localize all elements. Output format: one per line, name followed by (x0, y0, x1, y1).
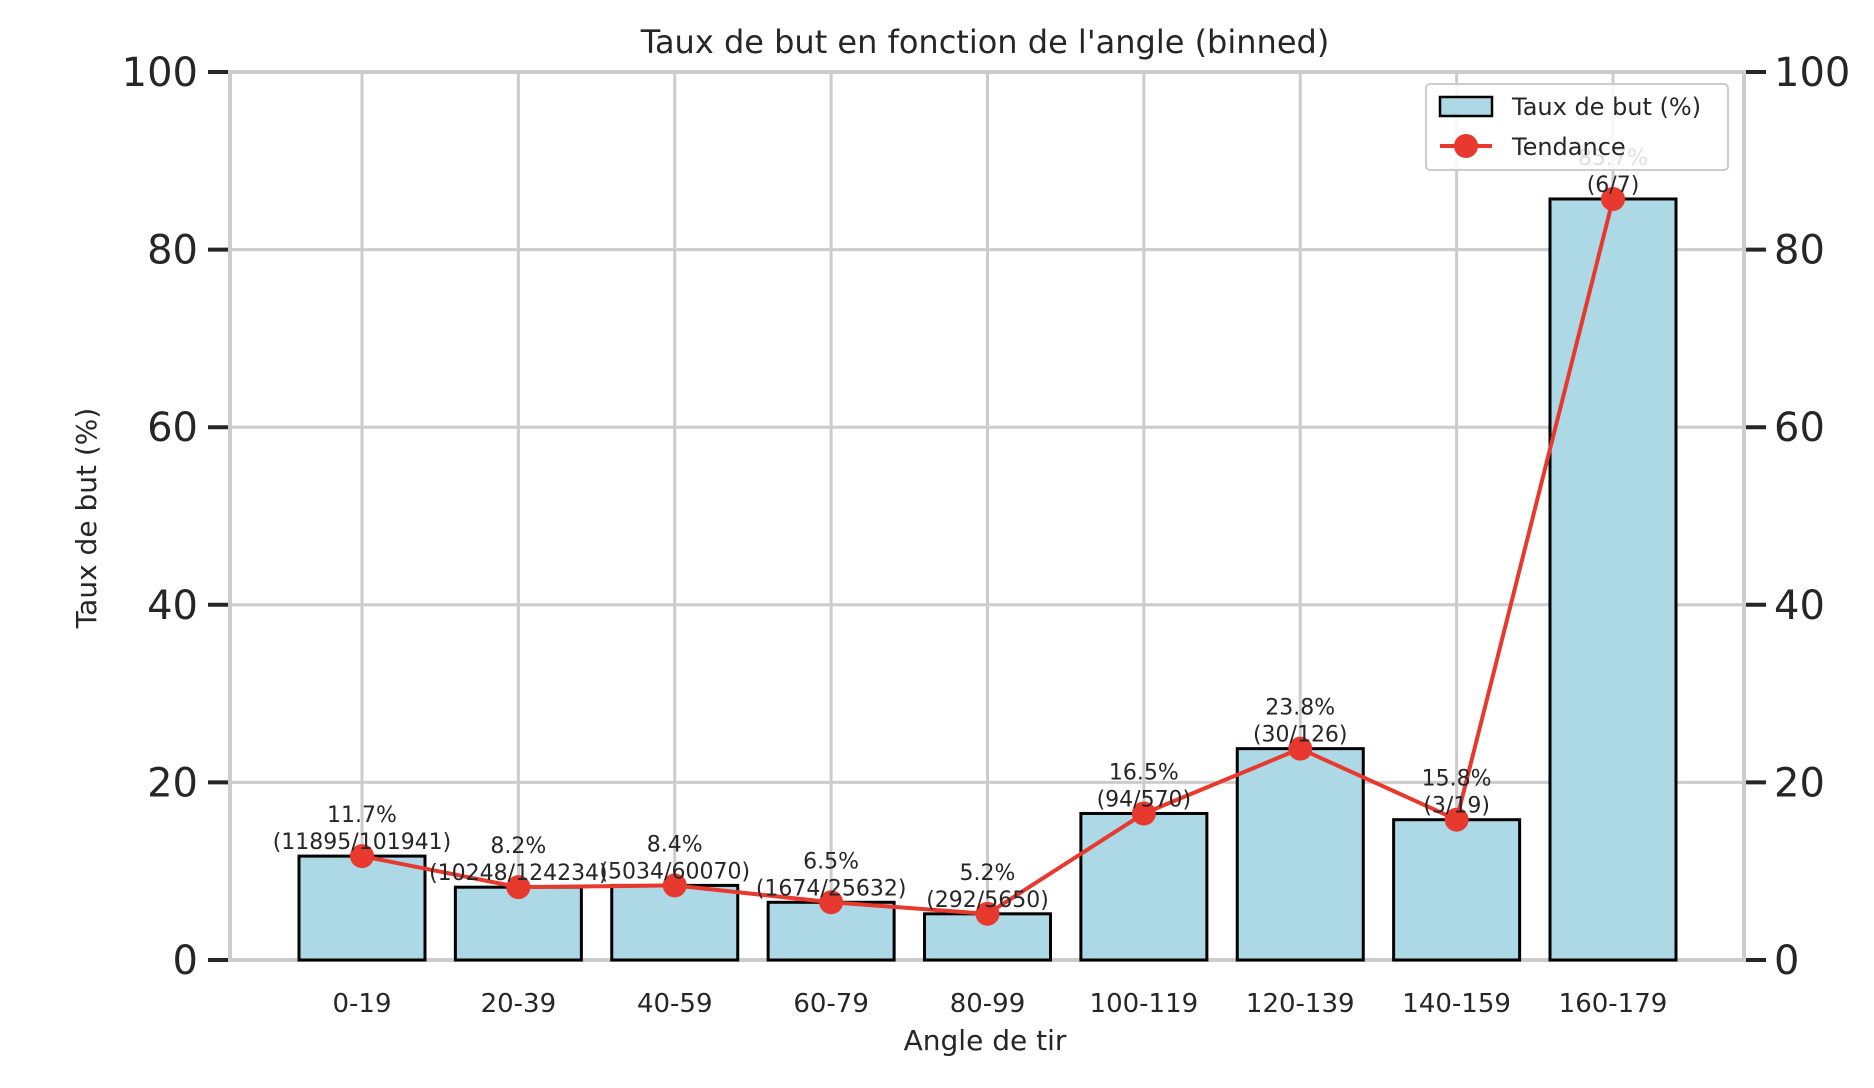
data-label-percent: 15.8% (1422, 767, 1492, 792)
data-label-percent: 5.2% (960, 861, 1016, 886)
legend-line-marker (1454, 134, 1478, 158)
bar (1392, 818, 1522, 962)
data-label-percent: 6.5% (803, 849, 859, 874)
bar (1548, 197, 1678, 962)
y-tick-label-right: 20 (1774, 760, 1825, 806)
data-label-percent: 16.5% (1109, 760, 1179, 785)
data-label-count: (94/570) (1097, 787, 1192, 812)
trend-point (1444, 807, 1469, 832)
bar (1079, 811, 1209, 962)
trend-point (1288, 736, 1313, 761)
bar (297, 854, 427, 962)
bar (453, 885, 583, 962)
y-tick-label-left: 0 (173, 938, 198, 984)
trend-point (1601, 186, 1625, 211)
x-tick-label: 0-19 (332, 989, 391, 1019)
data-label-percent: 23.8% (1265, 696, 1335, 721)
x-tick-label: 80-99 (950, 989, 1026, 1019)
data-label-count: (11895/101941) (273, 830, 452, 855)
y-tick-label-right: 40 (1774, 583, 1825, 629)
data-label-percent: 11.7% (327, 803, 397, 828)
x-tick-label: 100-119 (1090, 989, 1199, 1019)
legend-frame (1425, 83, 1729, 171)
legend-bar-label: Taux de but (%) (1511, 93, 1701, 121)
trend-line-layer (350, 186, 1625, 926)
x-tick-label: 60-79 (793, 989, 869, 1019)
trend-point (975, 901, 1000, 926)
trend-point (819, 890, 844, 915)
x-tick-label: 20-39 (481, 989, 557, 1019)
bar (610, 883, 740, 962)
x-tick-label: 160-179 (1559, 989, 1668, 1019)
y-axis-label: Taux de but (%) (70, 408, 103, 630)
y-tick-label-right: 100 (1774, 50, 1850, 96)
bar (1235, 747, 1365, 962)
data-label-count: (5034/60070) (599, 859, 750, 884)
y-tick-label-right: 0 (1774, 938, 1799, 984)
y-tick-label-left: 60 (147, 405, 198, 451)
data-label-percent: 8.2% (490, 834, 546, 859)
y-tick-label-left: 20 (147, 760, 198, 806)
x-tick-label: 120-139 (1246, 989, 1355, 1019)
data-label-count: (30/126) (1253, 723, 1348, 748)
data-label-count: (10248/124234) (429, 861, 608, 886)
chart-title: Taux de but en fonction de l'angle (binn… (640, 23, 1330, 61)
trend-point (662, 873, 687, 898)
data-label-percent: 8.4% (647, 832, 703, 857)
y-tick-label-right: 60 (1774, 405, 1825, 451)
y-tick-label-right: 80 (1774, 228, 1825, 274)
legend-bar-swatch (1438, 95, 1494, 118)
legend-line-label: Tendance (1511, 133, 1626, 161)
data-label-count: (6/7) (1587, 173, 1640, 198)
data-label-count: (292/5650) (926, 888, 1049, 913)
x-tick-label: 40-59 (637, 989, 713, 1019)
trend-point (506, 875, 531, 900)
x-axis-label: Angle de tir (904, 1024, 1067, 1057)
y-tick-label-left: 80 (147, 228, 198, 274)
trend-point (350, 844, 374, 869)
bars-layer (297, 197, 1678, 962)
y-tick-label-left: 40 (147, 583, 198, 629)
trend-point (1131, 801, 1156, 826)
x-tick-label: 140-159 (1402, 989, 1511, 1019)
axes-layer: 0 0 20 20 40 40 60 60 80 80 100 100 0-19 20-39 40-59 60… (122, 50, 1851, 1019)
legend: Taux de but (%) Tendance (1425, 83, 1729, 171)
data-label-count: (1674/25632) (756, 876, 907, 901)
y-tick-label-left: 100 (122, 50, 198, 96)
data-label-count: (3/19) (1423, 794, 1490, 819)
